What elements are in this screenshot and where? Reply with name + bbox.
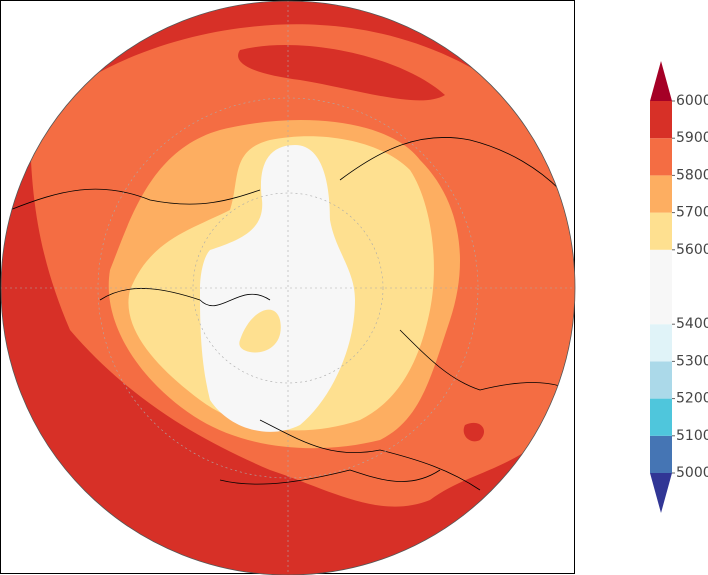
colorbar-band [650,175,672,213]
band-5900-north [238,45,445,101]
map-edge [0,0,576,575]
colorbar-band [650,435,672,473]
colorbar-band [650,101,672,139]
colorbar-band [650,398,672,436]
colorbar-band [650,212,672,250]
colorbar-band [650,361,672,399]
graticule [1,1,575,575]
colorbar-over [650,61,672,101]
map [0,0,576,575]
colorbar-band [650,138,672,176]
colorbar-tick-label: 6000 [676,93,708,109]
colorbar-tick-label: 5600 [676,242,708,258]
colorbar-tick-label: 5700 [676,205,708,221]
colorbar-band [650,249,672,287]
colorbar-band [650,287,672,325]
colorbar-tick-label: 5200 [676,391,708,407]
band-5600-inner [239,309,281,353]
colorbar-tick-label: 5000 [676,465,708,481]
height-field [1,1,575,575]
colorbar-tick-label: 5400 [676,316,708,332]
colorbar-tick-label: 5300 [676,353,708,369]
band-5500 [200,145,355,432]
colorbar-tick-label: 5800 [676,167,708,183]
colorbar-under [650,473,672,513]
colorbar-band [650,324,672,362]
band-5900-spot [463,422,485,442]
colorbar: 5000 5100 5200 5300 5400 5600 5700 5800 5900 6000 [650,61,708,513]
coastlines [9,137,571,491]
colorbar-tick-label: 5100 [676,428,708,444]
colorbar-tick-label: 5900 [676,130,708,146]
